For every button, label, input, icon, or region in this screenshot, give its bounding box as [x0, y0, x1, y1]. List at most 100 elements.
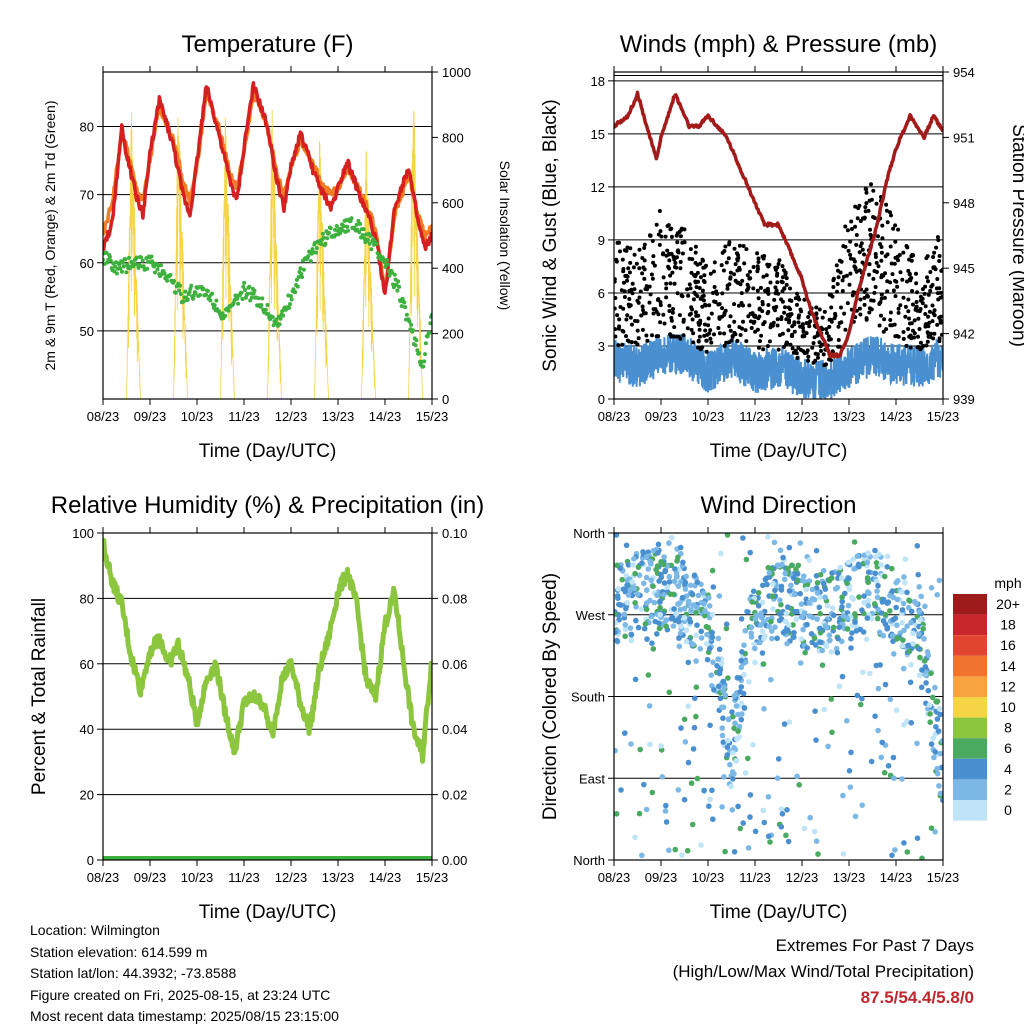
gust-point — [789, 298, 794, 303]
gust-point — [806, 321, 811, 326]
direction-point — [863, 636, 870, 643]
gust-point — [741, 244, 746, 248]
gust-point — [897, 253, 902, 257]
gust-point — [922, 291, 927, 296]
direction-point — [615, 586, 622, 592]
direction-point — [836, 683, 843, 690]
gust-point — [862, 252, 867, 257]
gust-point — [748, 269, 752, 274]
colorbar-label: 20+ — [996, 596, 1020, 612]
direction-point — [893, 604, 899, 611]
direction-point — [770, 606, 776, 612]
gust-point — [882, 317, 887, 322]
direction-point — [732, 720, 738, 726]
direction-point — [616, 601, 622, 608]
gust-point — [813, 351, 818, 356]
dewpoint-point — [360, 233, 365, 238]
direction-point — [671, 606, 677, 612]
gust-point — [795, 291, 800, 296]
dewpoint-point — [278, 316, 283, 321]
direction-point — [932, 684, 938, 691]
direction-point — [706, 803, 712, 809]
gust-point — [737, 325, 742, 330]
direction-point — [616, 617, 622, 623]
gust-point — [665, 248, 670, 253]
x-tick-label: 14/23 — [880, 409, 913, 424]
gust-point — [917, 327, 922, 331]
gust-point — [655, 298, 660, 302]
dewpoint-point — [124, 270, 129, 275]
direction-point — [916, 672, 923, 679]
direction-point — [878, 754, 885, 761]
direction-point — [766, 570, 773, 576]
gust-point — [784, 317, 789, 322]
direction-point — [887, 696, 894, 703]
direction-point — [745, 845, 752, 851]
gust-point — [675, 240, 680, 245]
x-tick-label: 08/23 — [87, 870, 120, 885]
direction-point — [645, 566, 652, 572]
dewpoint-point — [205, 289, 210, 293]
direction-point — [622, 622, 629, 628]
dewpoint-point — [118, 266, 123, 271]
gust-point — [744, 247, 749, 252]
gust-point — [756, 316, 761, 321]
direction-point — [750, 742, 756, 748]
gust-point — [671, 307, 675, 311]
gust-point — [743, 328, 748, 333]
sonic-wind-line — [614, 333, 943, 399]
gust-point — [884, 202, 889, 207]
direction-point — [677, 630, 684, 637]
direction-point — [709, 634, 716, 641]
gust-point — [840, 289, 845, 293]
gust-point — [636, 300, 641, 305]
gust-point — [712, 260, 717, 265]
direction-point — [828, 649, 835, 655]
direction-point — [834, 649, 841, 656]
direction-point — [811, 635, 818, 641]
gust-point — [741, 319, 745, 324]
direction-point — [644, 636, 650, 642]
direction-point — [865, 597, 872, 604]
gust-point — [698, 296, 703, 301]
direction-point — [670, 623, 677, 629]
gust-point — [627, 270, 632, 275]
gust-point — [693, 280, 698, 285]
direction-point — [820, 567, 827, 574]
gust-point — [829, 319, 834, 324]
gust-point — [643, 311, 648, 316]
gust-point — [884, 208, 889, 213]
direction-point — [919, 667, 925, 673]
dewpoint-point — [314, 246, 319, 251]
direction-point — [666, 689, 673, 696]
gust-point — [708, 336, 713, 341]
direction-point — [840, 851, 847, 857]
gust-point — [720, 306, 725, 311]
gust-point — [935, 291, 940, 296]
gust-point — [879, 258, 884, 263]
direction-point — [709, 611, 716, 618]
gust-point — [685, 326, 690, 331]
direction-point — [806, 557, 812, 563]
gust-point — [624, 334, 628, 339]
direction-point — [733, 758, 739, 764]
direction-point — [677, 606, 684, 613]
gust-point — [901, 330, 906, 334]
gust-point — [733, 262, 738, 267]
gust-point — [788, 312, 792, 317]
direction-point — [778, 806, 785, 812]
gust-point — [890, 272, 895, 277]
direction-point — [693, 632, 699, 638]
gust-point — [622, 248, 627, 253]
direction-point — [720, 739, 727, 745]
gust-point — [753, 329, 758, 334]
dewpoint-point — [345, 224, 350, 229]
y-right-tick-label: 200 — [442, 327, 464, 342]
direction-point — [681, 716, 688, 723]
dewpoint-point — [423, 341, 428, 346]
gust-point — [712, 299, 717, 304]
direction-point — [769, 628, 775, 634]
y-tick-label: North — [573, 526, 605, 541]
direction-point — [880, 632, 887, 639]
humidity-line — [103, 537, 432, 764]
